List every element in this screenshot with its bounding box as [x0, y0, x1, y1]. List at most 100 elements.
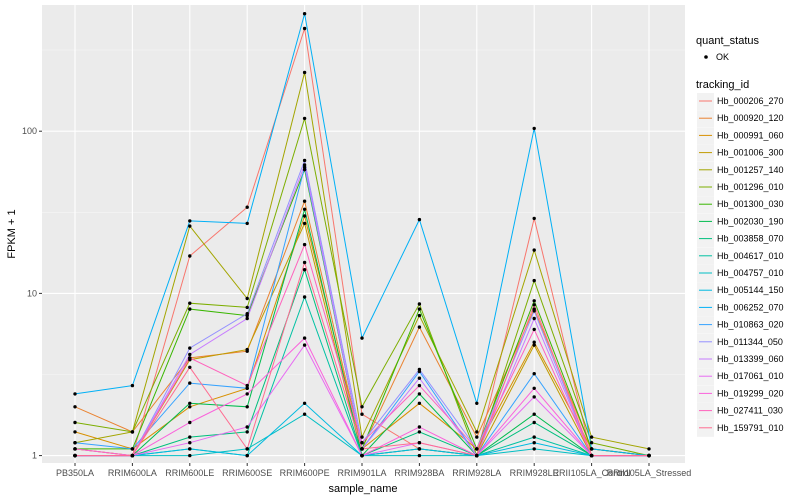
legend-label: Hb_004617_010 — [717, 251, 784, 261]
data-point — [302, 260, 307, 265]
legend-label: Hb_017061_010 — [717, 371, 784, 381]
data-point — [73, 420, 77, 425]
data-point — [130, 447, 135, 451]
data-point — [188, 441, 192, 445]
data-point — [532, 372, 536, 376]
data-point — [302, 214, 307, 218]
data-point — [417, 367, 422, 372]
data-point — [245, 305, 249, 310]
legend-label: Hb_019299_020 — [717, 388, 784, 398]
data-point — [302, 163, 307, 167]
data-point — [302, 158, 307, 163]
data-point — [302, 116, 307, 121]
data-point — [532, 343, 536, 347]
data-point — [532, 248, 536, 252]
data-point — [302, 199, 307, 203]
data-point — [302, 336, 307, 340]
data-point — [245, 447, 249, 451]
legend-label: Hb_000920_120 — [717, 113, 784, 123]
data-point — [360, 447, 364, 451]
plot-panel — [42, 5, 685, 463]
data-point — [188, 346, 192, 350]
data-point — [417, 313, 422, 318]
data-point — [589, 453, 594, 458]
data-point — [302, 242, 307, 247]
data-point — [532, 303, 536, 307]
data-point — [360, 453, 364, 458]
data-point — [188, 356, 192, 360]
data-point — [302, 343, 307, 347]
data-point — [360, 435, 364, 439]
data-point — [73, 447, 77, 451]
data-point — [245, 205, 249, 209]
data-point — [245, 392, 249, 396]
data-point — [188, 401, 192, 405]
data-point — [302, 26, 307, 31]
data-point — [532, 309, 536, 313]
data-point — [188, 381, 192, 385]
data-point — [73, 392, 77, 396]
legend-label: Hb_000991_060 — [717, 130, 784, 140]
y-tick-label: 1 — [32, 451, 37, 461]
data-point — [532, 420, 536, 425]
data-point — [73, 405, 77, 409]
data-point — [130, 383, 135, 388]
data-point — [302, 401, 307, 405]
legend-key-point — [704, 55, 708, 59]
x-tick-label: RRIM600PE — [280, 468, 330, 478]
legend-label: Hb_027411_030 — [717, 406, 783, 416]
data-point — [417, 376, 422, 380]
y-axis-title: FPKM + 1 — [6, 209, 18, 258]
data-point — [245, 312, 249, 316]
data-point — [589, 435, 594, 439]
legend-tracking-items: Hb_000206_270 Hb_000920_120 Hb_000991_060 H… — [697, 93, 784, 437]
data-point — [417, 453, 422, 458]
legend-label: Hb_011344_050 — [717, 337, 783, 347]
data-point — [188, 405, 192, 409]
data-point — [360, 441, 364, 445]
data-points — [73, 12, 651, 458]
data-point — [73, 430, 77, 434]
data-point — [302, 167, 307, 172]
legend-label: Hb_001257_140 — [717, 165, 784, 175]
data-point — [73, 441, 77, 445]
x-tick-label: RRIM928LE — [510, 468, 559, 478]
legend-label: Hb_013399_060 — [717, 354, 784, 364]
legend-quant-status-title: quant_status — [696, 35, 759, 47]
data-point — [302, 221, 307, 226]
data-point — [417, 217, 422, 222]
legend-label: Hb_159791_010 — [717, 423, 784, 433]
data-point — [417, 447, 422, 451]
data-point — [532, 447, 536, 451]
legend-label: Hb_001300_030 — [717, 199, 784, 209]
data-point — [245, 386, 249, 390]
y-tick-label: 100 — [22, 126, 37, 136]
data-point — [188, 453, 192, 458]
x-tick-label: RRIM928BA — [394, 468, 444, 478]
data-point — [188, 435, 192, 439]
data-point — [245, 316, 249, 321]
legend-quant-status: OK — [704, 52, 729, 62]
legend-label: Hb_001006_300 — [717, 148, 784, 158]
data-point — [188, 420, 192, 425]
legend-label: Hb_006252_070 — [717, 302, 784, 312]
legend-label: Hb_000206_270 — [717, 96, 784, 106]
x-axis: PB350LA RRIM600LA RRIM600LE RRIM600SE RRIM60… — [56, 463, 691, 478]
legend-label: Hb_004757_010 — [717, 268, 784, 278]
data-point — [360, 412, 364, 416]
data-point — [130, 430, 135, 434]
x-tick-label: RRIM600SE — [222, 468, 272, 478]
data-point — [360, 405, 364, 409]
data-point — [188, 447, 192, 451]
data-point — [245, 347, 249, 352]
legend-label: Hb_010863_020 — [717, 320, 784, 330]
x-tick-label: RRIM600LE — [165, 468, 214, 478]
data-point — [532, 316, 536, 321]
legend-label: Hb_003858_070 — [717, 234, 784, 244]
data-point — [532, 278, 536, 283]
data-point — [245, 453, 249, 458]
data-point — [532, 327, 536, 332]
data-point — [245, 221, 249, 226]
data-point — [73, 453, 77, 458]
data-point — [589, 447, 594, 451]
